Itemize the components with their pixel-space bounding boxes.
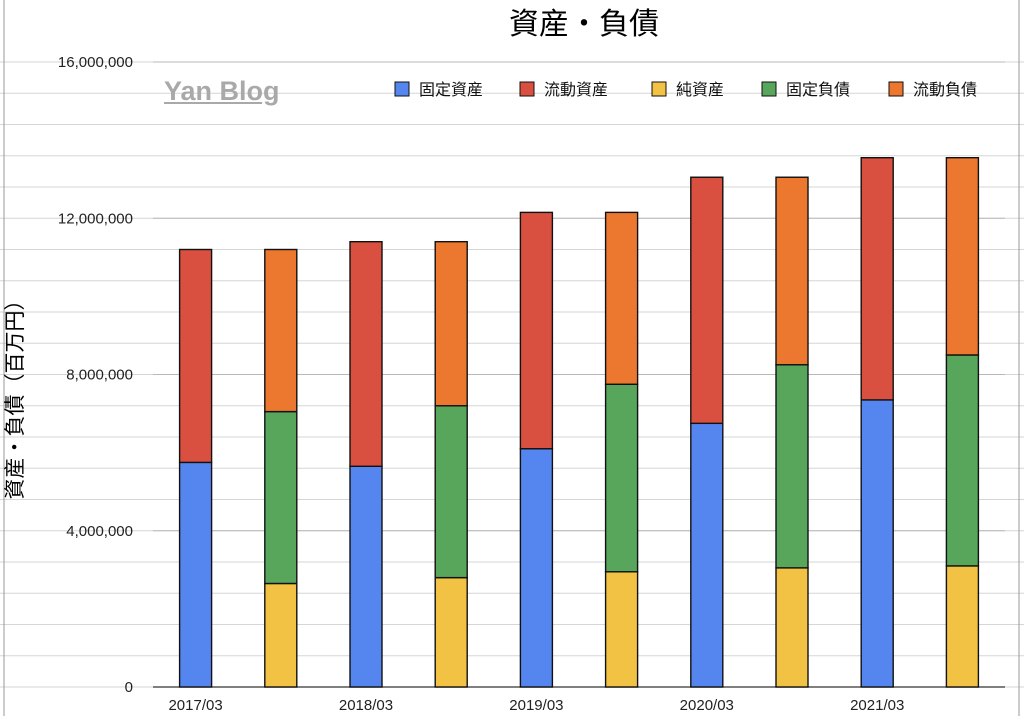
bars: [178, 157, 980, 688]
y-tick-label: 0: [125, 679, 133, 696]
bar-segment: [604, 211, 639, 385]
bar-segment: [775, 364, 809, 569]
y-tick-label: 16,000,000: [58, 54, 133, 71]
legend-label: 流動負債: [913, 80, 977, 99]
y-tick-label: 12,000,000: [58, 210, 133, 227]
bar-segment: [264, 410, 298, 585]
bar-segment: [860, 157, 894, 401]
x-tick-label: 2019/03: [509, 697, 563, 714]
bar-segment: [775, 567, 809, 688]
bar-segment: [690, 422, 724, 688]
y-axis-ticks: 0 4,000,000 8,000,000 12,000,000 16,000,000: [58, 54, 133, 696]
legend-label: 純資産: [676, 80, 724, 99]
x-axis-ticks: 2017/03 2018/03 2019/03 2020/03 2021/03: [168, 697, 904, 714]
legend-label: 固定資産: [419, 80, 483, 99]
bar-segment: [519, 448, 554, 688]
x-tick-label: 2021/03: [850, 697, 904, 714]
legend-swatch: [888, 81, 904, 97]
bar-segment: [434, 576, 468, 688]
legend-swatch: [651, 81, 667, 97]
x-tick-label: 2020/03: [680, 697, 734, 714]
y-tick-label: 4,000,000: [66, 523, 133, 540]
bar-segment: [604, 383, 639, 573]
legend-label: 流動資産: [544, 80, 608, 99]
bar-segment: [519, 211, 554, 450]
bar-segment: [434, 240, 468, 407]
bar-segment: [690, 176, 724, 425]
bar-segment: [349, 240, 383, 467]
bar-segment: [945, 565, 980, 688]
watermark: Yan Blog: [164, 76, 280, 106]
legend-swatch: [519, 81, 535, 97]
bar-segment: [178, 461, 213, 688]
y-axis-label: 資産・負債（百万円）: [3, 290, 27, 500]
legend-swatch: [394, 81, 410, 97]
bar-segment: [775, 176, 809, 366]
legend-label: 固定負債: [786, 80, 850, 99]
bar-segment: [945, 157, 980, 356]
legend: 固定資産 流動資産 純資産 固定負債 流動負債: [394, 80, 977, 99]
bar-segment: [264, 582, 298, 688]
bar-segment: [264, 248, 298, 413]
bar-segment: [604, 571, 639, 688]
x-tick-label: 2017/03: [168, 697, 222, 714]
chart-title: 資産・負債: [509, 7, 659, 42]
bar-segment: [178, 248, 213, 464]
y-tick-label: 8,000,000: [66, 367, 133, 384]
bar-segment: [434, 405, 468, 579]
x-tick-label: 2018/03: [339, 697, 393, 714]
bar-segment: [945, 354, 980, 567]
bar-segment: [860, 399, 894, 688]
bar-segment: [349, 465, 383, 688]
legend-swatch: [761, 81, 777, 97]
